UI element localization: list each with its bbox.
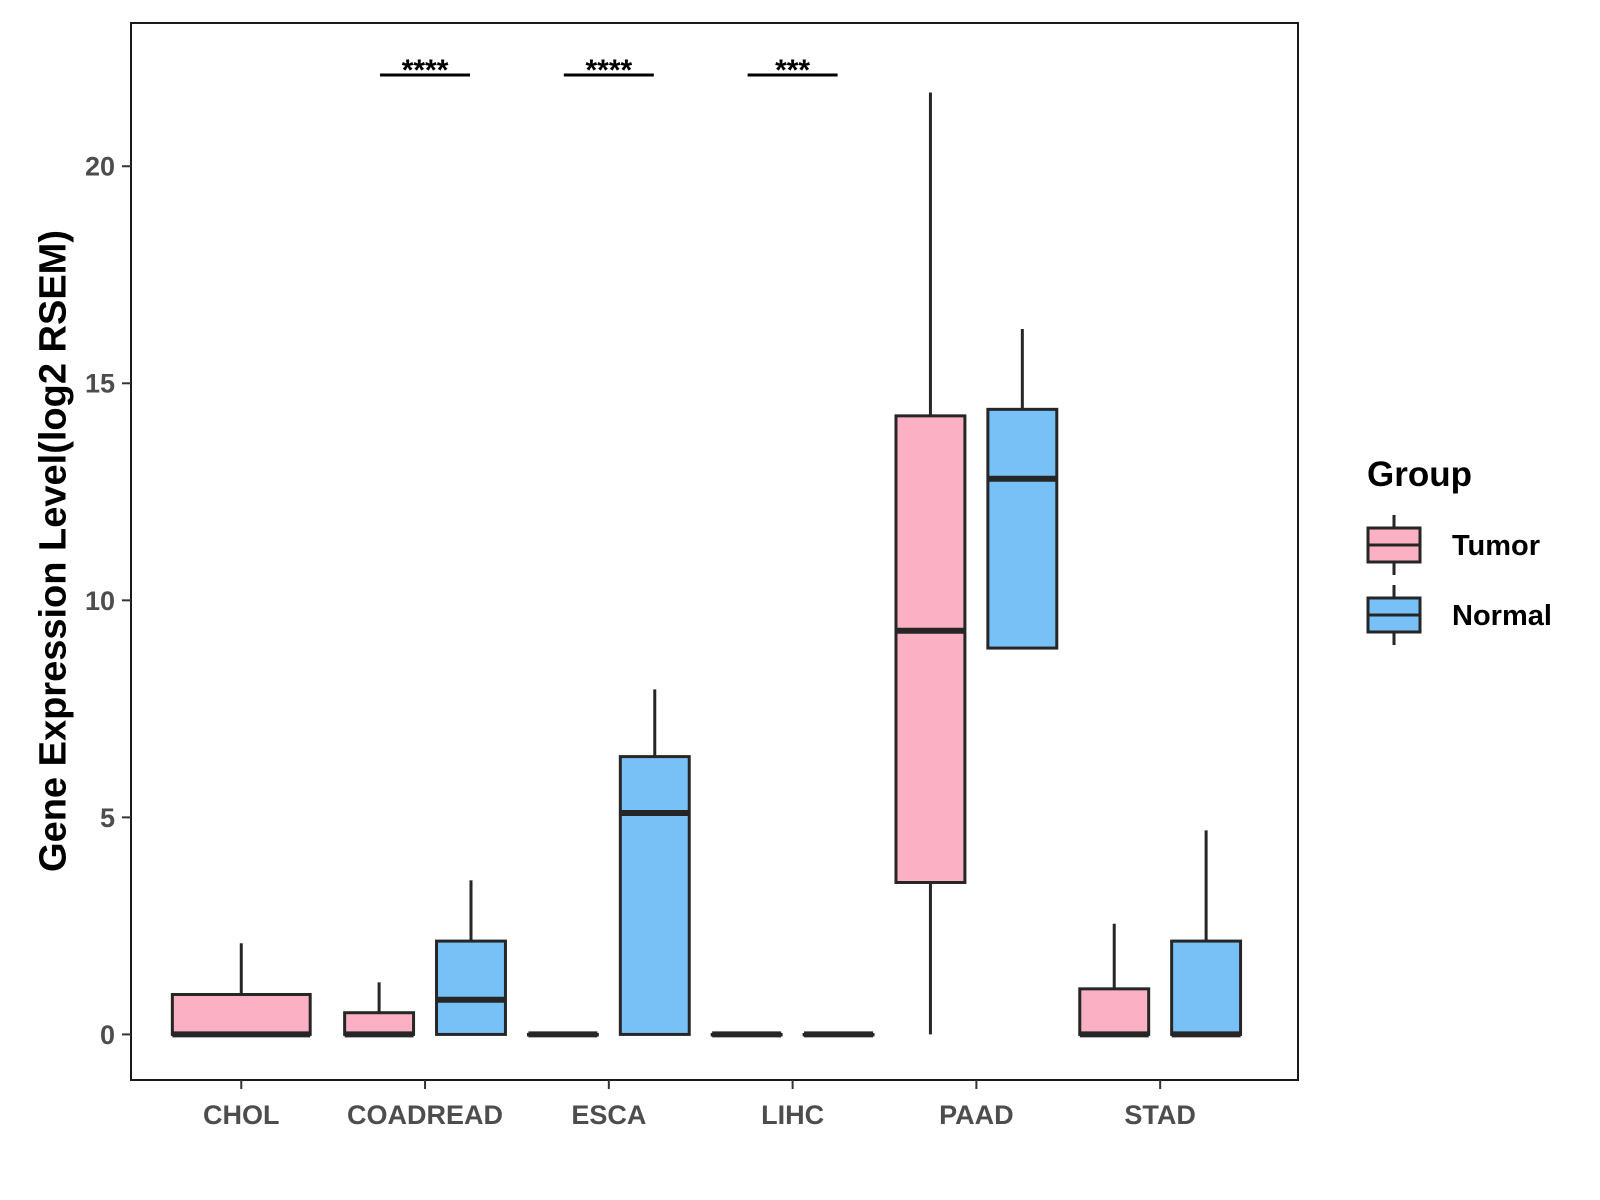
x-axis: CHOL COADREAD ESCA LIHC PAAD STAD <box>203 1080 1196 1130</box>
significance-layer: **** **** *** <box>380 54 838 87</box>
x-tick-label: ESCA <box>571 1100 646 1130</box>
box-body <box>435 939 507 1036</box>
y-tick-label: 15 <box>85 369 115 399</box>
y-tick-label: 20 <box>85 152 115 182</box>
box-body <box>1078 987 1151 1036</box>
y-axis: 0 5 10 15 20 <box>85 152 131 1050</box>
box-body <box>894 414 967 884</box>
legend-item-tumor: Tumor <box>1366 515 1540 575</box>
legend-title: Group <box>1367 455 1472 494</box>
box-tumor-lihc <box>710 1031 783 1038</box>
box-tumor-coadread <box>343 982 416 1038</box>
legend: Group Tumor Normal <box>1366 455 1552 645</box>
box-layer <box>170 92 1243 1038</box>
box-normal-lihc <box>802 1031 875 1038</box>
box-body <box>1170 939 1243 1036</box>
x-tick-label: COADREAD <box>347 1100 503 1130</box>
box-body <box>986 407 1059 650</box>
box-body <box>618 755 691 1036</box>
box-body <box>170 992 312 1036</box>
box-tumor-stad <box>1078 923 1151 1038</box>
y-tick-label: 5 <box>100 803 115 833</box>
x-tick-label: STAD <box>1124 1100 1196 1130</box>
box-body <box>343 1011 416 1036</box>
x-tick-label: LIHC <box>761 1100 824 1130</box>
y-tick-label: 10 <box>85 586 115 616</box>
legend-label: Normal <box>1452 600 1552 632</box>
x-tick-label: PAAD <box>939 1100 1014 1130</box>
significance-label: *** <box>775 54 810 87</box>
plot-panel <box>130 22 1299 1081</box>
significance-label: **** <box>585 54 632 87</box>
significance-label: **** <box>402 54 449 87</box>
y-tick-label: 0 <box>100 1020 115 1050</box>
box-tumor-chol <box>170 943 312 1038</box>
y-axis-title: Gene Expression Level(log2 RSEM) <box>32 230 74 872</box>
legend-item-normal: Normal <box>1366 585 1552 645</box>
box-normal-esca <box>618 689 691 1036</box>
box-tumor-esca <box>526 1031 599 1038</box>
box-normal-coadread <box>435 880 507 1036</box>
box-normal-stad <box>1170 830 1243 1038</box>
box-normal-paad <box>986 329 1059 650</box>
box-tumor-paad <box>894 92 967 1035</box>
x-tick-label: CHOL <box>203 1100 280 1130</box>
legend-label: Tumor <box>1452 530 1540 562</box>
